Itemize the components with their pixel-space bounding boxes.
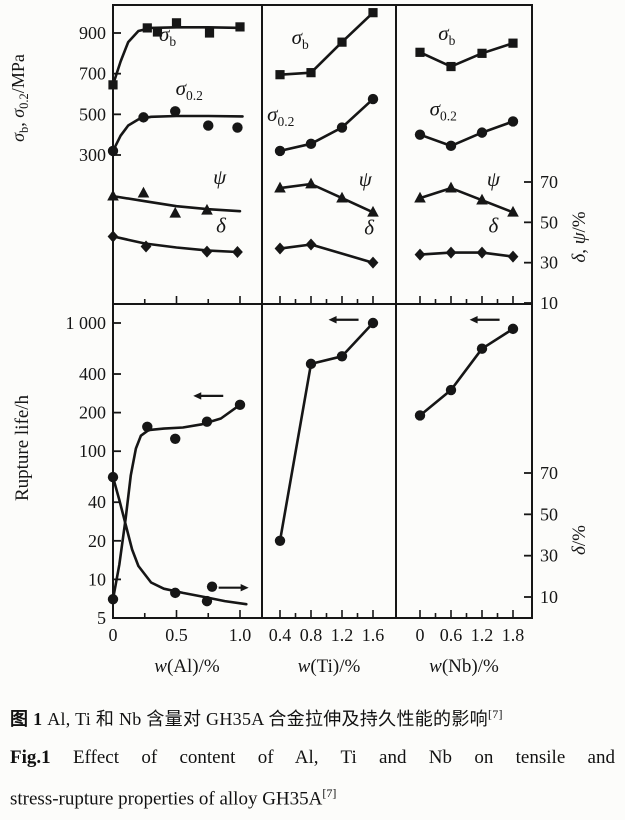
series-sigma-0-2-ti-top: σ0.2 bbox=[267, 93, 379, 157]
caption-cn-ref: [7] bbox=[487, 707, 503, 721]
caption-cn-number: 图 1 bbox=[10, 709, 43, 729]
series-delta-ti-top: δ bbox=[274, 215, 379, 269]
series-label-delta: δ bbox=[216, 213, 227, 237]
y-tick-label: 900 bbox=[79, 23, 106, 43]
y-tick-label: 30 bbox=[540, 546, 558, 566]
y-axis-top-left: 900 700 500 300 σb, σ0.2/MPa bbox=[8, 23, 121, 165]
y-axis-top-right: 70 50 30 10 δ, ψ/% bbox=[524, 172, 590, 313]
x-axis-nb: 0 0.6 1.2 1.8w(Nb)/% bbox=[416, 296, 525, 677]
series-delta-rupture-al-bottom bbox=[107, 471, 249, 607]
series-sigma-b-ti-top: σb bbox=[275, 8, 378, 80]
series-label-delta: δ bbox=[488, 213, 499, 237]
x-axis-ti: 0.4 0.8 1.2 1.6w(Ti)/% bbox=[269, 296, 385, 677]
y-tick-label: 70 bbox=[540, 463, 558, 483]
caption-en-ref: [7] bbox=[322, 785, 337, 800]
axis-pointer-arrow-left bbox=[193, 392, 224, 400]
caption-en-number: Fig.1 bbox=[10, 747, 51, 768]
y-axis-title-bottom-right: δ/% bbox=[569, 525, 590, 555]
series-label-delta: δ bbox=[364, 215, 375, 239]
series-rupture-life-al-bottom bbox=[107, 392, 246, 605]
x-tick-label: 1.8 bbox=[502, 625, 525, 645]
series-label-sigma-b: σb bbox=[292, 25, 309, 52]
y-tick-label: 50 bbox=[540, 212, 558, 232]
x-tick-label: 1.6 bbox=[362, 625, 385, 645]
y-axis-bottom-right: 70 50 30 10 δ/% bbox=[524, 463, 590, 607]
axis-pointer-arrow-left bbox=[469, 316, 500, 324]
x-tick-label: 0 bbox=[416, 625, 425, 645]
series-delta-nb-top: δ bbox=[414, 213, 519, 263]
y-tick-label: 700 bbox=[79, 64, 106, 84]
x-tick-label: 1.0 bbox=[229, 625, 252, 645]
x-axis-title-nb: w(Nb)/% bbox=[429, 656, 499, 677]
y-tick-label: 300 bbox=[79, 145, 106, 165]
series-label-psi: ψ bbox=[359, 167, 373, 191]
y-tick-label: 10 bbox=[88, 569, 106, 589]
y-tick-label: 20 bbox=[88, 531, 106, 551]
caption-en-text1: Effect of content of Al, Ti and Nb on te… bbox=[50, 747, 615, 768]
series-sigma-b-al-top: σb bbox=[108, 18, 245, 90]
x-axis-al: 0 0.5 1.0 w(Al)/% bbox=[109, 296, 252, 677]
y-tick-label: 500 bbox=[79, 104, 106, 124]
series-psi-nb-top: ψ bbox=[414, 167, 519, 217]
y-axis-bottom-left: 1 000 400 200 100 40 20 10 5 Rupture life/h bbox=[12, 313, 121, 628]
x-tick-label: 0.4 bbox=[269, 625, 292, 645]
y-tick-label: 200 bbox=[79, 403, 106, 423]
series-label-psi: ψ bbox=[487, 167, 501, 191]
caption-en-line1: Fig.1 Effect of content of Al, Ti and Nb… bbox=[10, 744, 615, 773]
x-tick-label: 1.2 bbox=[331, 625, 354, 645]
x-axis-title-al: w(Al)/% bbox=[154, 656, 220, 677]
y-axis-title-top-right: δ, ψ/% bbox=[569, 211, 590, 262]
series-label-sigma-b: σb bbox=[159, 22, 176, 49]
series-delta-al-top: δ bbox=[107, 213, 243, 258]
caption-en-text2: stress-rupture properties of alloy GH35A bbox=[10, 787, 323, 809]
y-tick-label: 5 bbox=[97, 608, 106, 628]
series-sigma-b-nb-top: σb bbox=[415, 21, 518, 72]
x-axis-title-ti: w(Ti)/% bbox=[298, 656, 361, 677]
x-tick-label: 0.8 bbox=[300, 625, 323, 645]
series-rupture-life-ti-bottom bbox=[274, 316, 379, 547]
caption-cn-text: Al, Ti 和 Nb 含量对 GH35A 合金拉伸及持久性能的影响 bbox=[42, 709, 488, 729]
series-psi-al-top: ψ bbox=[107, 165, 242, 218]
panel-grid bbox=[112, 4, 533, 619]
series-rupture-life-nb-bottom bbox=[414, 316, 519, 421]
y-axis-title-top-left: σb, σ0.2/MPa bbox=[8, 54, 31, 142]
series-sigma-0-2-al-top: σ0.2 bbox=[107, 76, 244, 157]
series-label-sigma-b: σb bbox=[438, 21, 455, 48]
y-tick-label: 70 bbox=[540, 172, 558, 192]
x-tick-label: 0.5 bbox=[165, 625, 188, 645]
y-tick-label: 100 bbox=[79, 441, 106, 461]
y-tick-label: 50 bbox=[540, 504, 558, 524]
y-tick-label: 40 bbox=[88, 492, 106, 512]
y-tick-label: 10 bbox=[540, 587, 558, 607]
x-tick-label: 0 bbox=[109, 625, 118, 645]
figure-chart: 0 0.5 1.0 w(Al)/% 0.4 0.8 1.2 1.6w(Ti)/% 0 0.6 1.2… bbox=[8, 4, 590, 677]
axis-pointer-arrow-right bbox=[218, 584, 249, 592]
series-psi-ti-top: ψ bbox=[274, 167, 379, 217]
series-label-sigma-0-2: σ0.2 bbox=[267, 102, 294, 129]
caption-cn: 图 1 Al, Ti 和 Nb 含量对 GH35A 合金拉伸及持久性能的影响[7… bbox=[10, 705, 615, 733]
axis-pointer-arrow-left bbox=[328, 316, 359, 324]
y-tick-label: 1 000 bbox=[66, 313, 107, 333]
series-label-sigma-0-2: σ0.2 bbox=[430, 96, 457, 123]
y-tick-label: 30 bbox=[540, 253, 558, 273]
y-tick-label: 400 bbox=[79, 364, 106, 384]
x-tick-label: 1.2 bbox=[471, 625, 494, 645]
y-axis-title-bottom-left: Rupture life/h bbox=[12, 394, 33, 501]
x-tick-label: 0.6 bbox=[440, 625, 463, 645]
series-label-sigma-0-2: σ0.2 bbox=[176, 76, 203, 103]
figure-caption: 图 1 Al, Ti 和 Nb 含量对 GH35A 合金拉伸及持久性能的影响[7… bbox=[10, 705, 615, 813]
y-tick-label: 10 bbox=[540, 293, 558, 313]
series-label-psi: ψ bbox=[213, 165, 227, 189]
series-sigma-0-2-nb-top: σ0.2 bbox=[414, 96, 519, 152]
caption-en-line2: stress-rupture properties of alloy GH35A… bbox=[10, 784, 615, 814]
